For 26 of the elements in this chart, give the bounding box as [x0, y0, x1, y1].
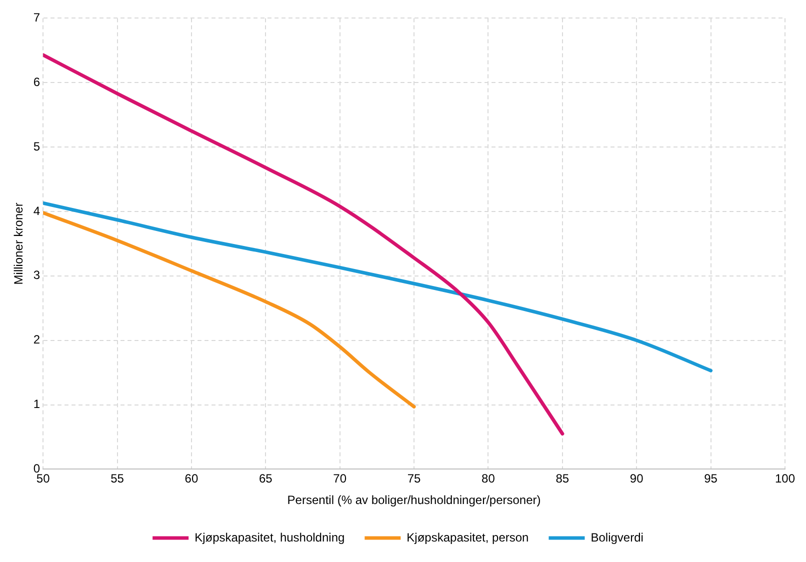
- x-tick-label: 70: [333, 472, 347, 486]
- y-tick-label: 4: [33, 204, 40, 218]
- x-tick-label: 100: [774, 472, 796, 486]
- y-tick-label: 7: [33, 10, 40, 25]
- x-tick-label: 50: [36, 472, 50, 486]
- x-tick-label: 95: [704, 472, 718, 486]
- line-series: [43, 53, 564, 436]
- legend-label: Kjøpskapasitet, husholdning: [194, 530, 345, 544]
- x-tick-label: 80: [482, 472, 496, 486]
- x-axis-title: Persentil (% av boliger/husholdninger/personer): [287, 493, 541, 508]
- line-series: [43, 201, 713, 372]
- y-tick-label: 6: [33, 74, 40, 89]
- line-series: [43, 211, 416, 408]
- y-tick-label: 1: [33, 397, 40, 412]
- y-tick-label: 5: [33, 139, 40, 154]
- legend-label: Kjøpskapasitet, person: [406, 530, 529, 544]
- x-tick-label: 55: [110, 472, 124, 486]
- x-tick-label: 85: [556, 472, 570, 486]
- legend-label: Boligverdi: [590, 530, 644, 544]
- x-tick-label: 60: [184, 472, 198, 486]
- y-tick-label: 3: [33, 268, 40, 282]
- x-tick-label: 65: [258, 472, 273, 486]
- x-tick-label: 75: [407, 472, 422, 486]
- x-tick-label: 90: [630, 472, 644, 486]
- y-tick-label: 2: [33, 332, 40, 347]
- y-axis-title: Millioner kroner: [12, 202, 26, 285]
